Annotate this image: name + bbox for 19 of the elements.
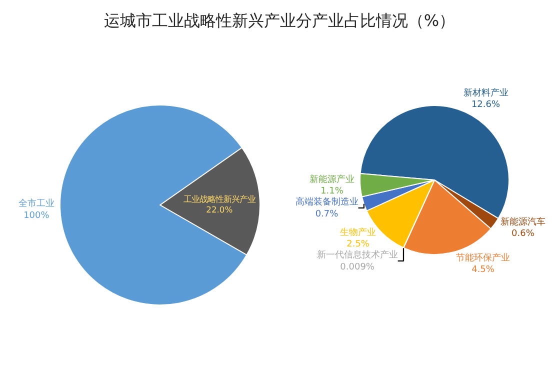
data-label: 0.6% bbox=[512, 229, 535, 240]
data-label: 100% bbox=[24, 210, 50, 221]
slice-label: 全市工业 bbox=[18, 198, 54, 210]
slice-label: 工业战略性新兴产业 bbox=[183, 194, 256, 204]
slice-label: 节能环保产业 bbox=[456, 252, 510, 264]
slice-label: 新能源产业 bbox=[310, 174, 355, 185]
data-label: 0.009% bbox=[340, 262, 375, 272]
data-label: 0.7% bbox=[315, 209, 339, 220]
slice-label: 新材料产业 bbox=[463, 88, 508, 99]
slice-label: 新一代信息技术产业 bbox=[316, 250, 398, 261]
data-label: 12.6% bbox=[471, 100, 500, 110]
data-label: 2.5% bbox=[346, 240, 370, 250]
slice-label: 生物产业 bbox=[340, 226, 376, 238]
chart-title: 运城市工业战略性新兴产业分产业占比情况（%） bbox=[104, 10, 456, 30]
slice-label: 高端装备制造业 bbox=[295, 196, 358, 208]
data-label: 1.1% bbox=[320, 186, 344, 197]
data-label: 22.0% bbox=[206, 204, 233, 215]
data-label: 4.5% bbox=[472, 264, 495, 275]
slice-label: 新能源汽车 bbox=[500, 216, 546, 228]
